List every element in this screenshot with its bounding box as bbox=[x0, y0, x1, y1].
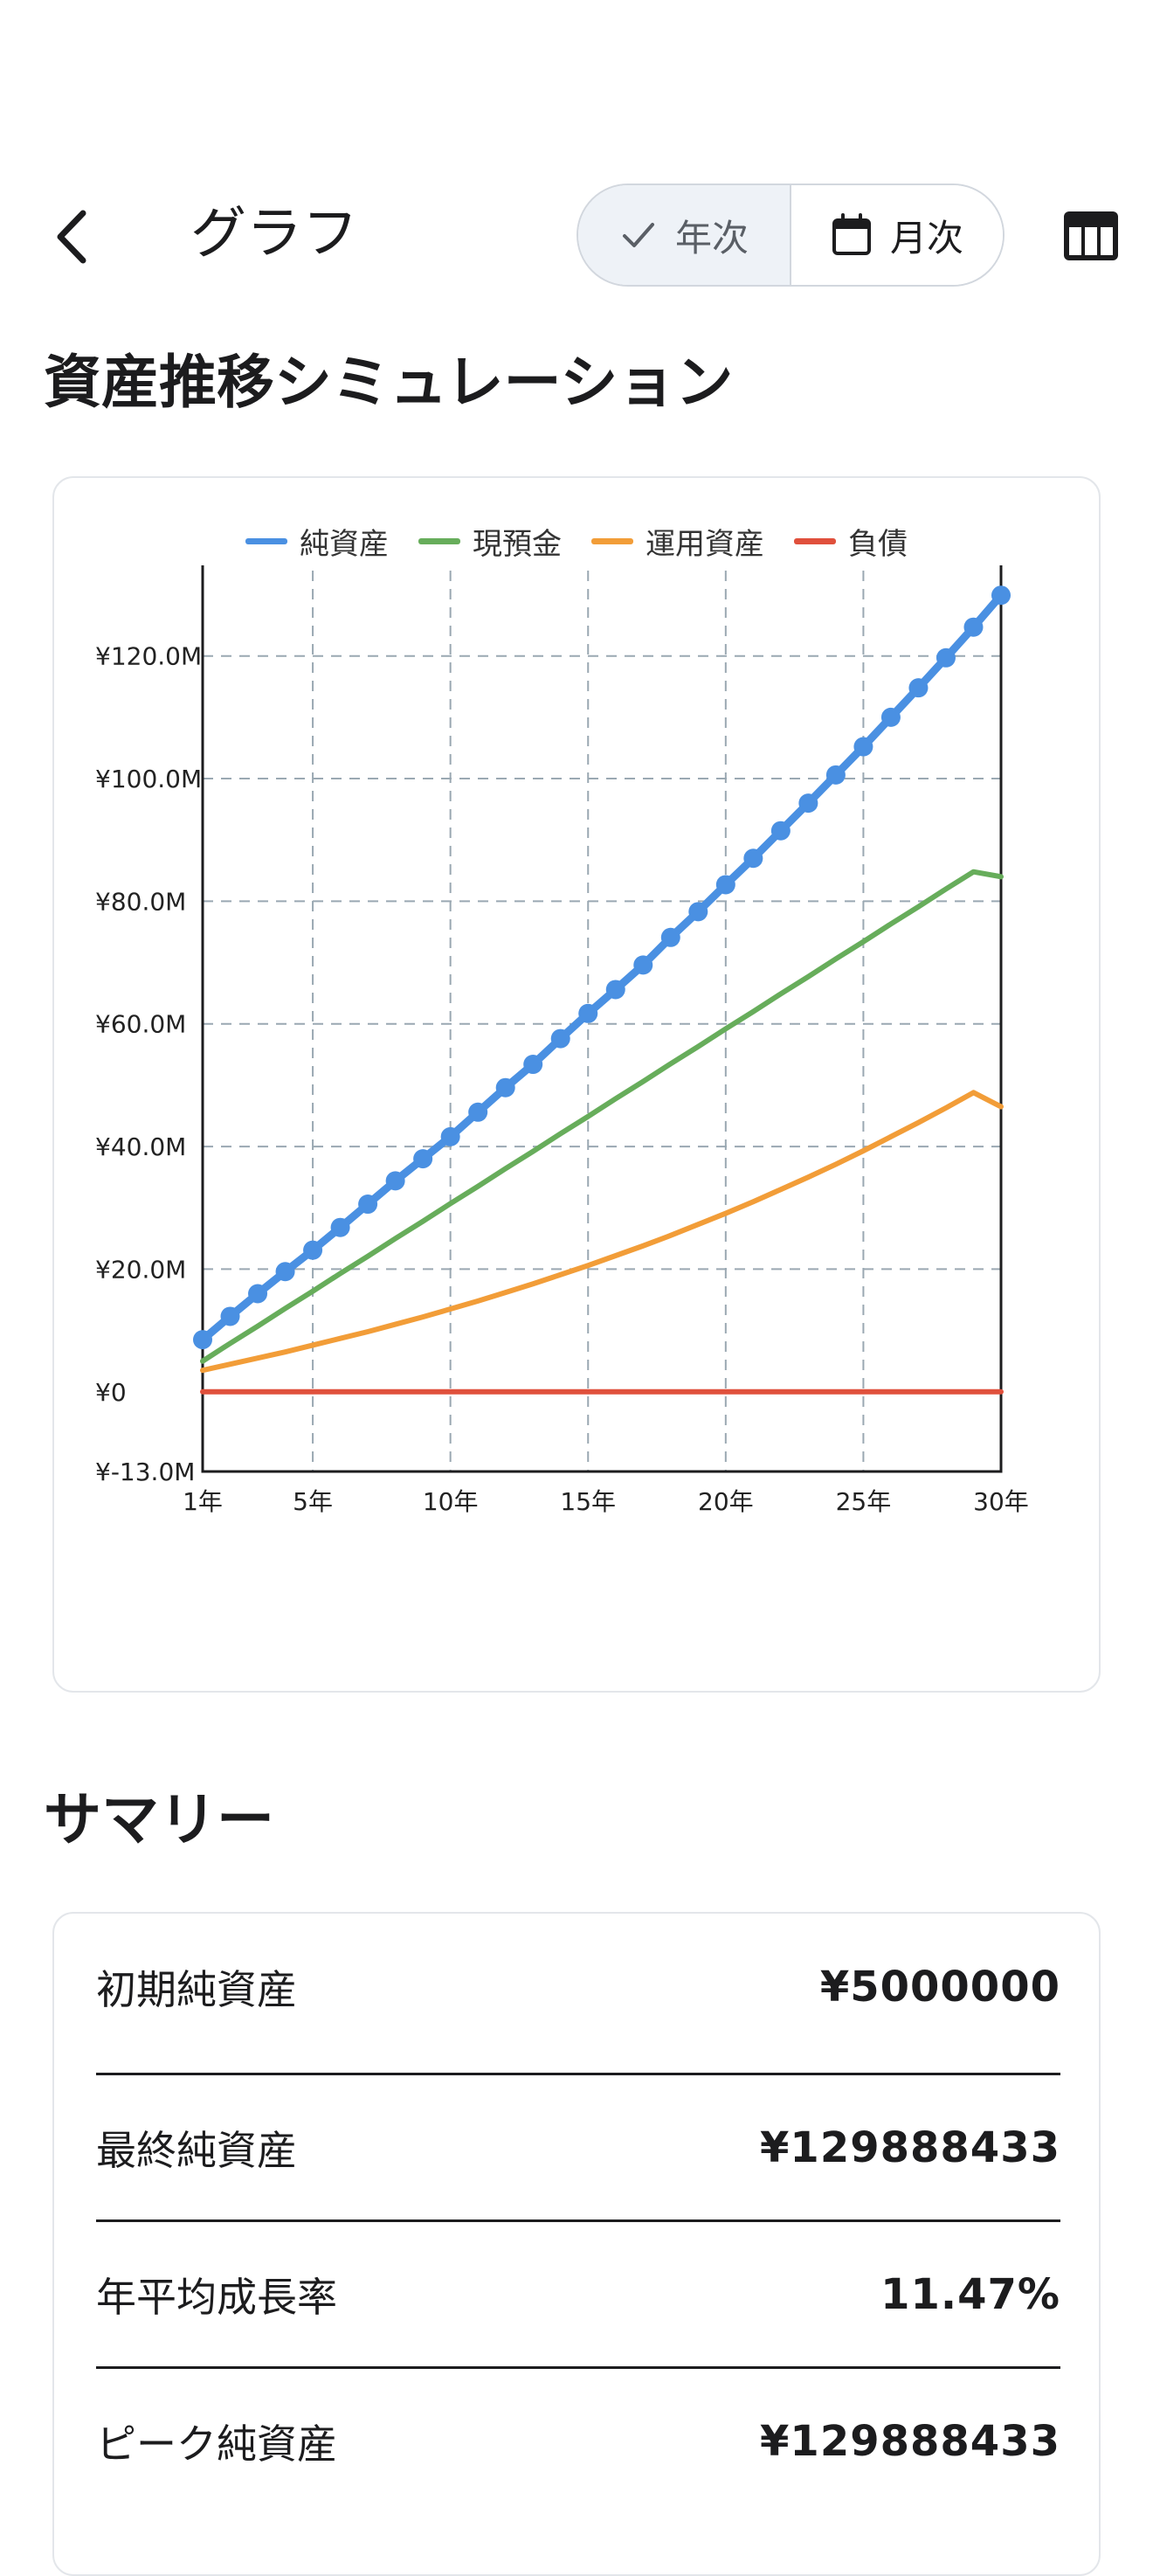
legend-swatch bbox=[591, 538, 633, 544]
period-segmented-control: 年次 月次 bbox=[576, 184, 1005, 287]
legend-label: 運用資産 bbox=[646, 527, 764, 562]
y-tick-label: ¥40.0M bbox=[95, 1132, 186, 1161]
legend-swatch bbox=[794, 538, 836, 544]
summary-row-value: ¥129888433 bbox=[760, 2417, 1060, 2466]
y-tick-label: ¥-13.0M bbox=[95, 1458, 195, 1486]
y-tick-label: ¥20.0M bbox=[95, 1255, 186, 1284]
data-point bbox=[330, 1217, 350, 1237]
summary-row-final-net-assets: 最終純資産 ¥129888433 bbox=[96, 2074, 1060, 2221]
data-point bbox=[413, 1149, 433, 1169]
series-line-cash-deposits bbox=[200, 869, 1004, 1364]
y-tick-label: ¥100.0M bbox=[95, 765, 202, 793]
asset-projection-chart: ¥142.9M¥140.0M¥120.0M¥100.0M¥80.0M¥60.0M… bbox=[95, 565, 1029, 1516]
data-point bbox=[880, 707, 901, 727]
legend-item: 現預金 bbox=[418, 520, 562, 563]
checkmark-icon bbox=[622, 223, 654, 247]
data-point bbox=[193, 1330, 212, 1350]
summary-row-peak-net-assets: ピーク純資産 ¥129888433 bbox=[96, 2368, 1060, 2515]
y-tick-label: ¥80.0M bbox=[95, 887, 186, 916]
legend-item: 運用資産 bbox=[591, 520, 764, 563]
data-point bbox=[798, 793, 818, 814]
series-line-investment-assets bbox=[200, 1090, 1004, 1374]
data-point bbox=[523, 1055, 543, 1075]
data-point bbox=[385, 1171, 405, 1191]
row-divider bbox=[96, 2366, 1060, 2369]
summary-row-value: ¥129888433 bbox=[760, 2123, 1060, 2172]
x-tick-label: 30年 bbox=[973, 1487, 1029, 1516]
data-point bbox=[358, 1195, 378, 1215]
data-point bbox=[578, 1003, 598, 1023]
summary-row-initial-net-assets: 初期純資産 ¥5000000 bbox=[96, 1914, 1060, 2060]
y-tick-label: ¥120.0M bbox=[95, 642, 202, 671]
x-tick-label: 10年 bbox=[423, 1487, 479, 1516]
data-point bbox=[660, 927, 680, 947]
annual-segment-label: 年次 bbox=[674, 216, 749, 260]
y-tick-label: ¥0 bbox=[95, 1378, 127, 1407]
data-point bbox=[991, 585, 1011, 606]
data-point bbox=[275, 1262, 295, 1282]
summary-row-label: 最終純資産 bbox=[96, 2127, 297, 2174]
data-point bbox=[440, 1126, 460, 1146]
x-tick-label: 5年 bbox=[293, 1487, 333, 1516]
summary-card: 初期純資産 ¥5000000 最終純資産 ¥129888433 年平均成長率 1… bbox=[52, 1912, 1101, 2576]
data-point bbox=[853, 737, 873, 757]
data-point bbox=[605, 980, 625, 1000]
summary-row-label: 初期純資産 bbox=[96, 1966, 297, 2013]
table-view-button[interactable] bbox=[1064, 210, 1118, 262]
data-point bbox=[495, 1077, 515, 1098]
x-tick-label: 15年 bbox=[560, 1487, 616, 1516]
data-point bbox=[220, 1306, 240, 1326]
data-point bbox=[743, 848, 763, 869]
data-point bbox=[963, 617, 984, 637]
data-point bbox=[550, 1028, 570, 1049]
summary-section-title: サマリー bbox=[44, 1786, 274, 1853]
legend-label: 現預金 bbox=[473, 527, 562, 562]
data-point bbox=[468, 1102, 488, 1122]
x-tick-label: 20年 bbox=[698, 1487, 754, 1516]
chevron-left-icon bbox=[57, 210, 86, 264]
annual-segment-button[interactable]: 年次 bbox=[578, 185, 791, 285]
data-point bbox=[248, 1284, 268, 1304]
summary-row-value: 11.47% bbox=[880, 2270, 1060, 2319]
summary-row-annual-growth-rate: 年平均成長率 11.47% bbox=[96, 2221, 1060, 2368]
legend-label: 純資産 bbox=[300, 527, 389, 562]
legend-swatch bbox=[418, 538, 460, 544]
y-tick-label: ¥60.0M bbox=[95, 1010, 186, 1039]
chart-section-title: 資産推移シミュレーション bbox=[44, 349, 734, 416]
monthly-segment-label: 月次 bbox=[889, 216, 963, 260]
calendar-icon bbox=[832, 213, 871, 255]
data-point bbox=[715, 875, 735, 895]
data-point bbox=[633, 955, 653, 975]
table-icon bbox=[1064, 211, 1118, 260]
row-divider bbox=[96, 2073, 1060, 2075]
monthly-segment-button[interactable]: 月次 bbox=[791, 185, 1003, 285]
legend-swatch bbox=[245, 538, 287, 544]
chart-legend: 純資産 現預金 運用資産 負債 bbox=[54, 520, 1099, 563]
data-point bbox=[825, 765, 846, 785]
legend-label: 負債 bbox=[848, 527, 908, 562]
data-point bbox=[303, 1240, 323, 1260]
x-tick-label: 1年 bbox=[183, 1487, 223, 1516]
top-bar: グラフ 年次 月次 bbox=[0, 184, 1153, 288]
x-tick-label: 25年 bbox=[836, 1487, 892, 1516]
row-divider bbox=[96, 2219, 1060, 2222]
series-line-net-assets bbox=[198, 591, 1005, 1344]
page-title: グラフ bbox=[190, 202, 358, 267]
data-point bbox=[770, 821, 791, 841]
summary-row-value: ¥5000000 bbox=[819, 1963, 1060, 2012]
summary-row-label: 年平均成長率 bbox=[96, 2274, 337, 2321]
data-point bbox=[908, 678, 929, 698]
data-point bbox=[936, 647, 956, 668]
data-point bbox=[688, 902, 708, 922]
summary-row-label: ピーク純資産 bbox=[96, 2420, 337, 2468]
legend-item: 純資産 bbox=[245, 520, 389, 563]
legend-item: 負債 bbox=[794, 520, 908, 563]
back-button[interactable] bbox=[48, 204, 100, 266]
plot-frame bbox=[201, 565, 1003, 1473]
